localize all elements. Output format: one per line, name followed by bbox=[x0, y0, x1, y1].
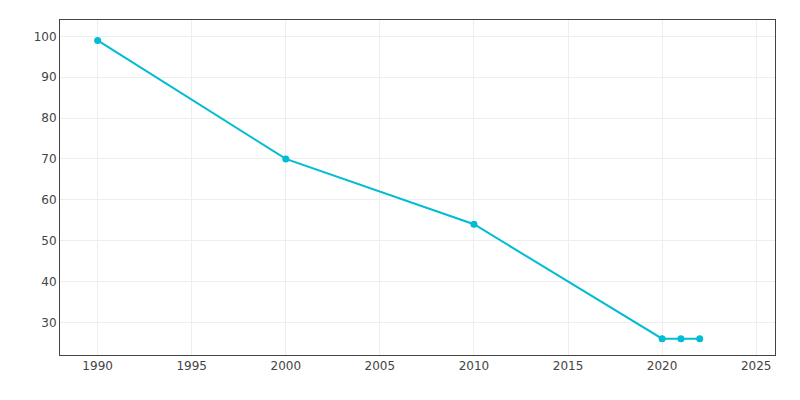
svg-text:100: 100 bbox=[34, 30, 57, 44]
svg-text:40: 40 bbox=[41, 275, 56, 289]
svg-text:30: 30 bbox=[41, 316, 56, 330]
svg-text:2020: 2020 bbox=[647, 359, 678, 373]
svg-text:60: 60 bbox=[41, 193, 56, 207]
svg-text:50: 50 bbox=[41, 234, 56, 248]
svg-text:2000: 2000 bbox=[271, 359, 302, 373]
svg-text:70: 70 bbox=[41, 152, 56, 166]
svg-text:1990: 1990 bbox=[82, 359, 113, 373]
svg-text:2010: 2010 bbox=[459, 359, 490, 373]
svg-text:2005: 2005 bbox=[365, 359, 396, 373]
svg-text:2025: 2025 bbox=[741, 359, 772, 373]
svg-text:2015: 2015 bbox=[553, 359, 584, 373]
svg-text:1995: 1995 bbox=[176, 359, 207, 373]
svg-text:90: 90 bbox=[41, 70, 56, 84]
svg-text:80: 80 bbox=[41, 111, 56, 125]
